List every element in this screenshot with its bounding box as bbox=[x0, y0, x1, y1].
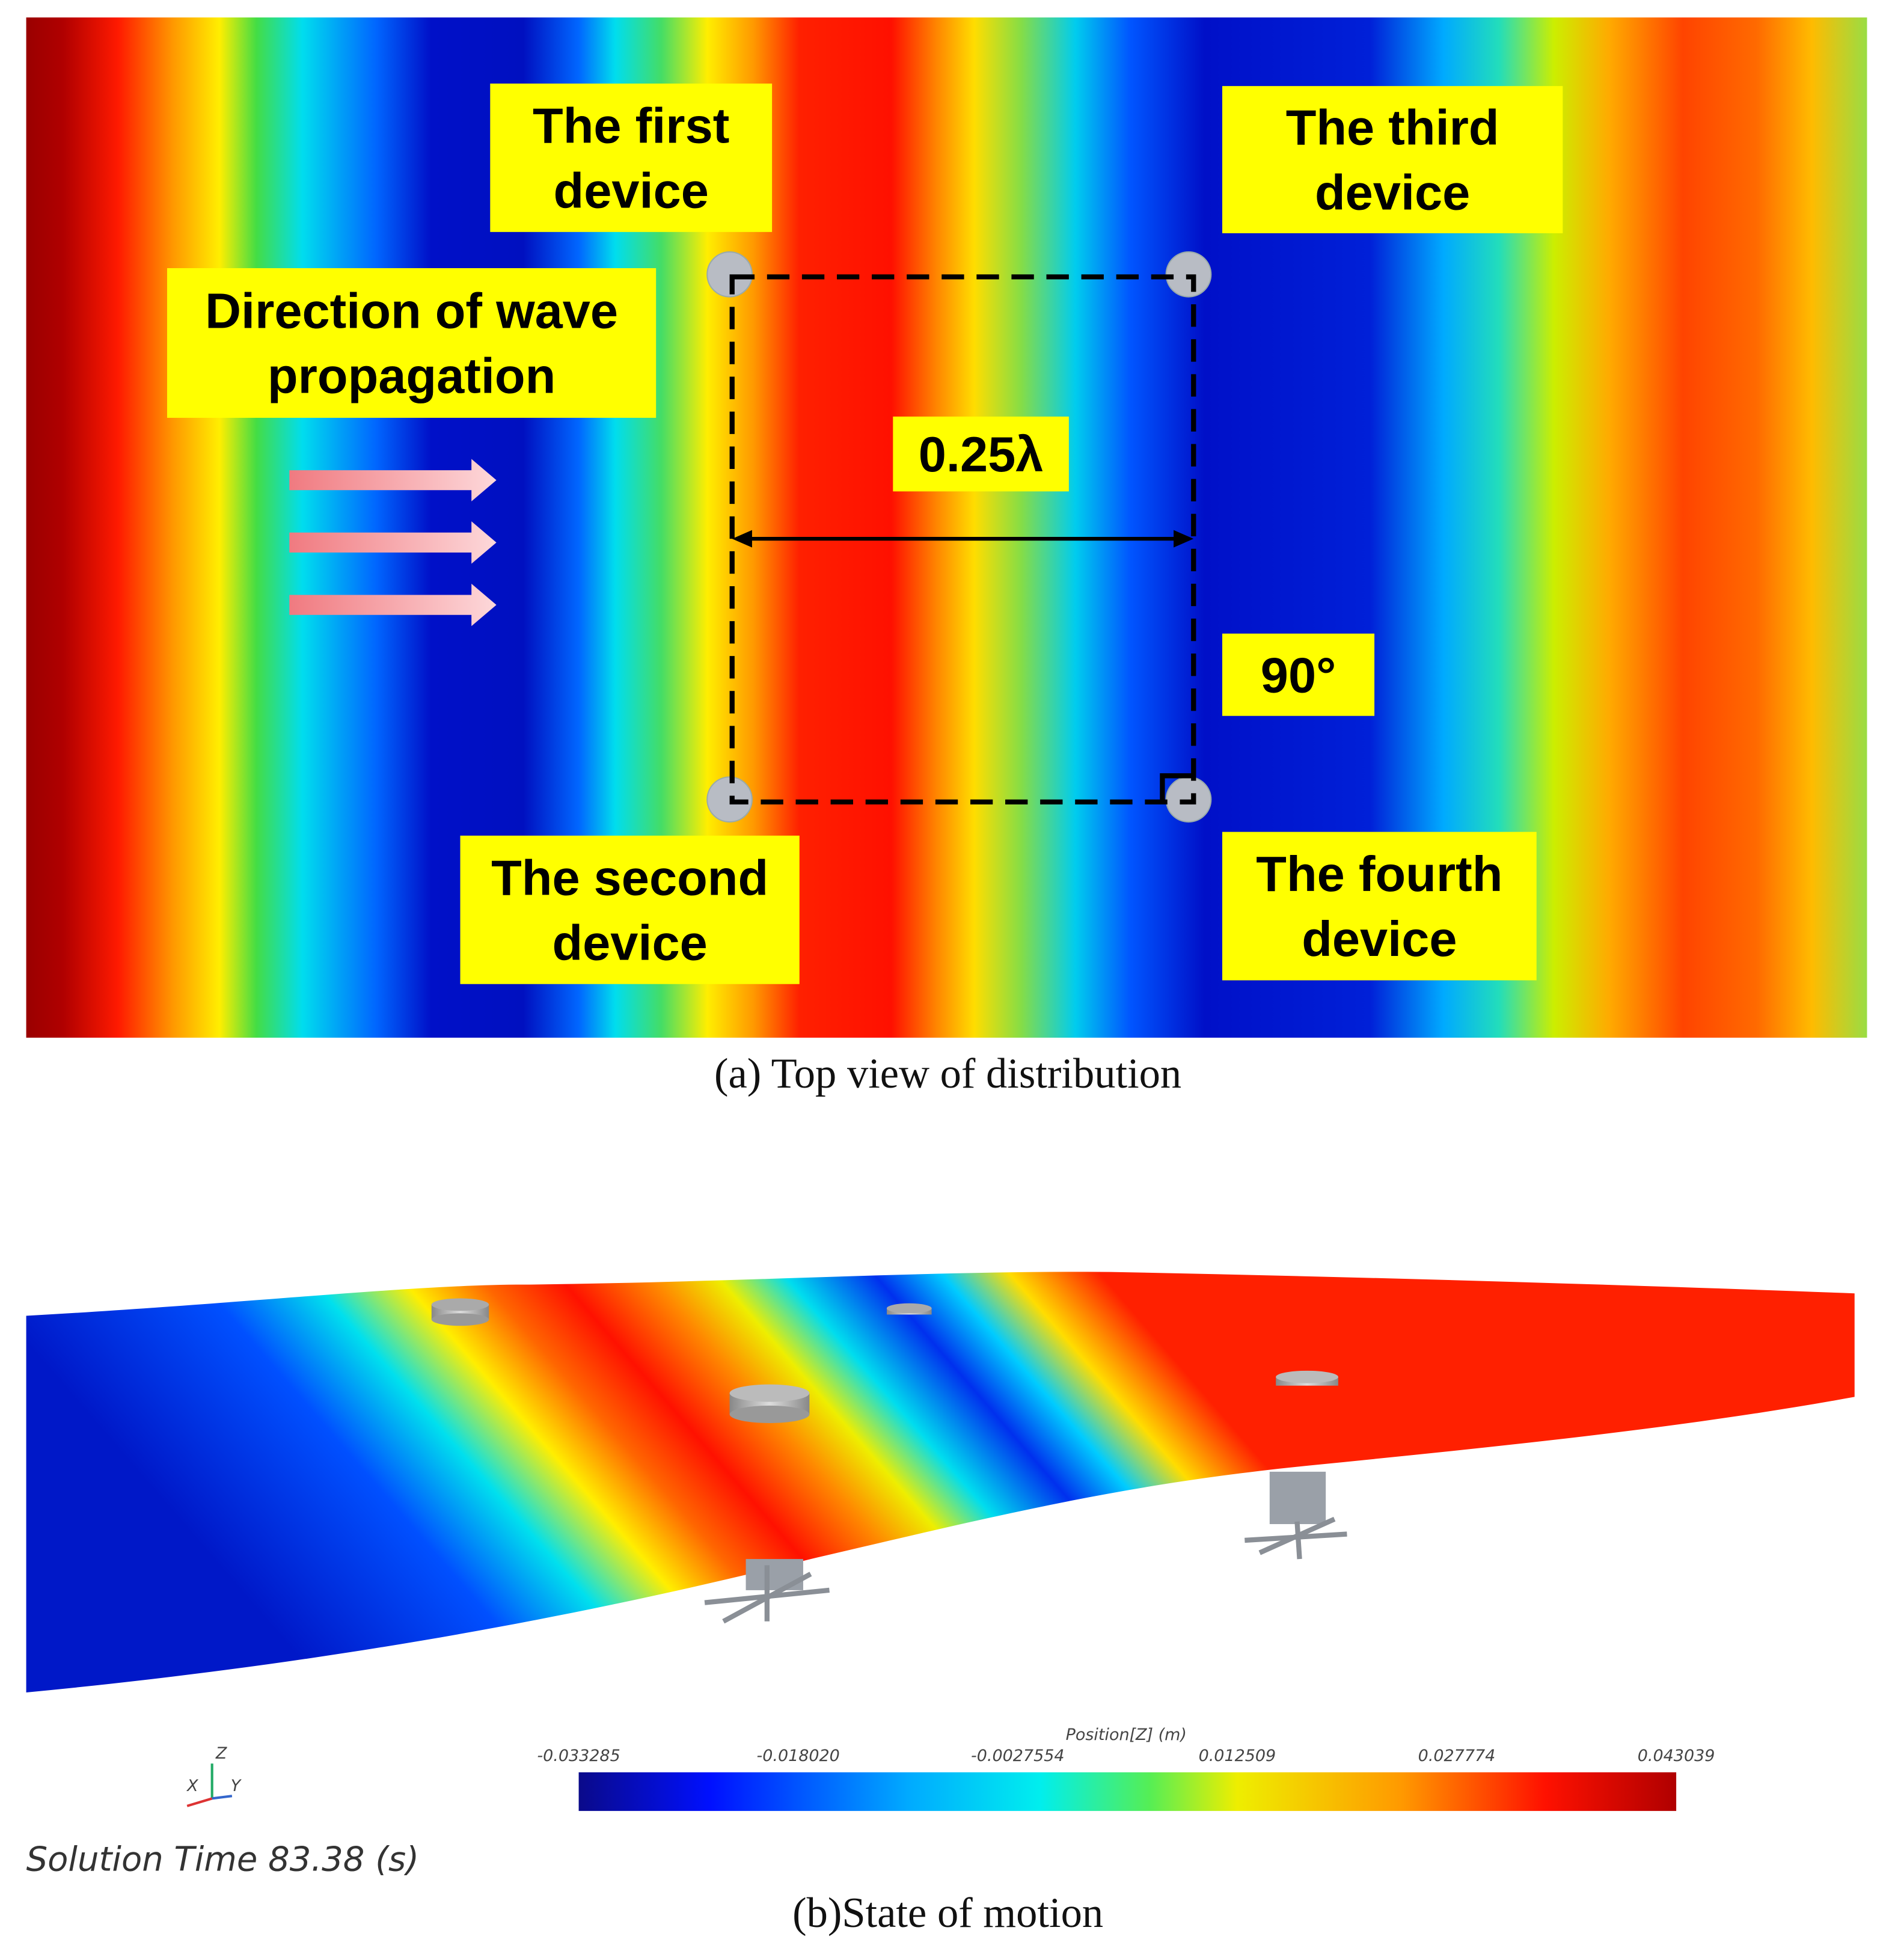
label-background bbox=[167, 268, 657, 418]
caption: (a) Top view of distribution bbox=[714, 1050, 1181, 1097]
label-text: device bbox=[552, 914, 707, 970]
label-text: 0.25λ bbox=[919, 426, 1044, 482]
label-box: 90° bbox=[1222, 633, 1375, 716]
axis-triad: Z X Y bbox=[186, 1744, 242, 1807]
solution-time: Solution Time 83.38 (s) bbox=[26, 1840, 419, 1879]
wave-arrows bbox=[289, 459, 497, 626]
label-text: The second bbox=[491, 850, 768, 905]
label-text: The third bbox=[1286, 100, 1499, 156]
colorbar bbox=[578, 1772, 1677, 1811]
colorbar-tick-label: 0.043039 bbox=[1638, 1747, 1715, 1765]
colorbar-tick-label: -0.033285 bbox=[537, 1747, 620, 1765]
label-background bbox=[490, 83, 773, 232]
label-background bbox=[1222, 831, 1537, 981]
axis-label: Z bbox=[215, 1744, 227, 1763]
label-background bbox=[1222, 86, 1563, 233]
caption: (b)State of motion bbox=[792, 1890, 1103, 1937]
top-view-field bbox=[26, 17, 1867, 1038]
colorbar-tick-label: 0.027774 bbox=[1418, 1747, 1496, 1765]
label-background bbox=[893, 416, 1069, 492]
label-box: The third device bbox=[1222, 86, 1563, 233]
label-text: 90° bbox=[1261, 647, 1336, 703]
colorbar-tick-label: 0.012509 bbox=[1199, 1747, 1276, 1765]
label-text: device bbox=[1302, 911, 1457, 967]
colorbar-tick-label: -0.018020 bbox=[757, 1747, 840, 1765]
label-text: The fourth bbox=[1256, 846, 1502, 902]
label-box: The second device bbox=[460, 835, 800, 984]
rotors bbox=[704, 1471, 1347, 1624]
axis-label: X bbox=[186, 1777, 198, 1795]
spacing-arrow bbox=[732, 530, 1194, 548]
label-box: The fourth device bbox=[1222, 831, 1537, 981]
axis-label: Y bbox=[231, 1777, 242, 1795]
label-text: Direction of wave bbox=[205, 283, 618, 339]
label-background bbox=[460, 835, 800, 984]
label-text: The first bbox=[533, 98, 729, 154]
label-box: The first device bbox=[490, 83, 773, 232]
colorbar-title: Position[Z] (m) bbox=[1066, 1726, 1187, 1744]
label-text: propagation bbox=[268, 348, 556, 403]
devices-3d bbox=[431, 1298, 1338, 1423]
label-background bbox=[1222, 633, 1375, 716]
right-angle bbox=[1160, 773, 1194, 802]
label-box: 0.25λ bbox=[893, 416, 1069, 492]
wave-surface bbox=[26, 1272, 1855, 1693]
label-box: Direction of wave propagation bbox=[167, 268, 657, 418]
colorbar-tick-label: -0.0027554 bbox=[971, 1747, 1064, 1765]
label-text: device bbox=[1315, 165, 1470, 221]
layout-square bbox=[729, 274, 1196, 805]
label-text: device bbox=[554, 162, 709, 218]
